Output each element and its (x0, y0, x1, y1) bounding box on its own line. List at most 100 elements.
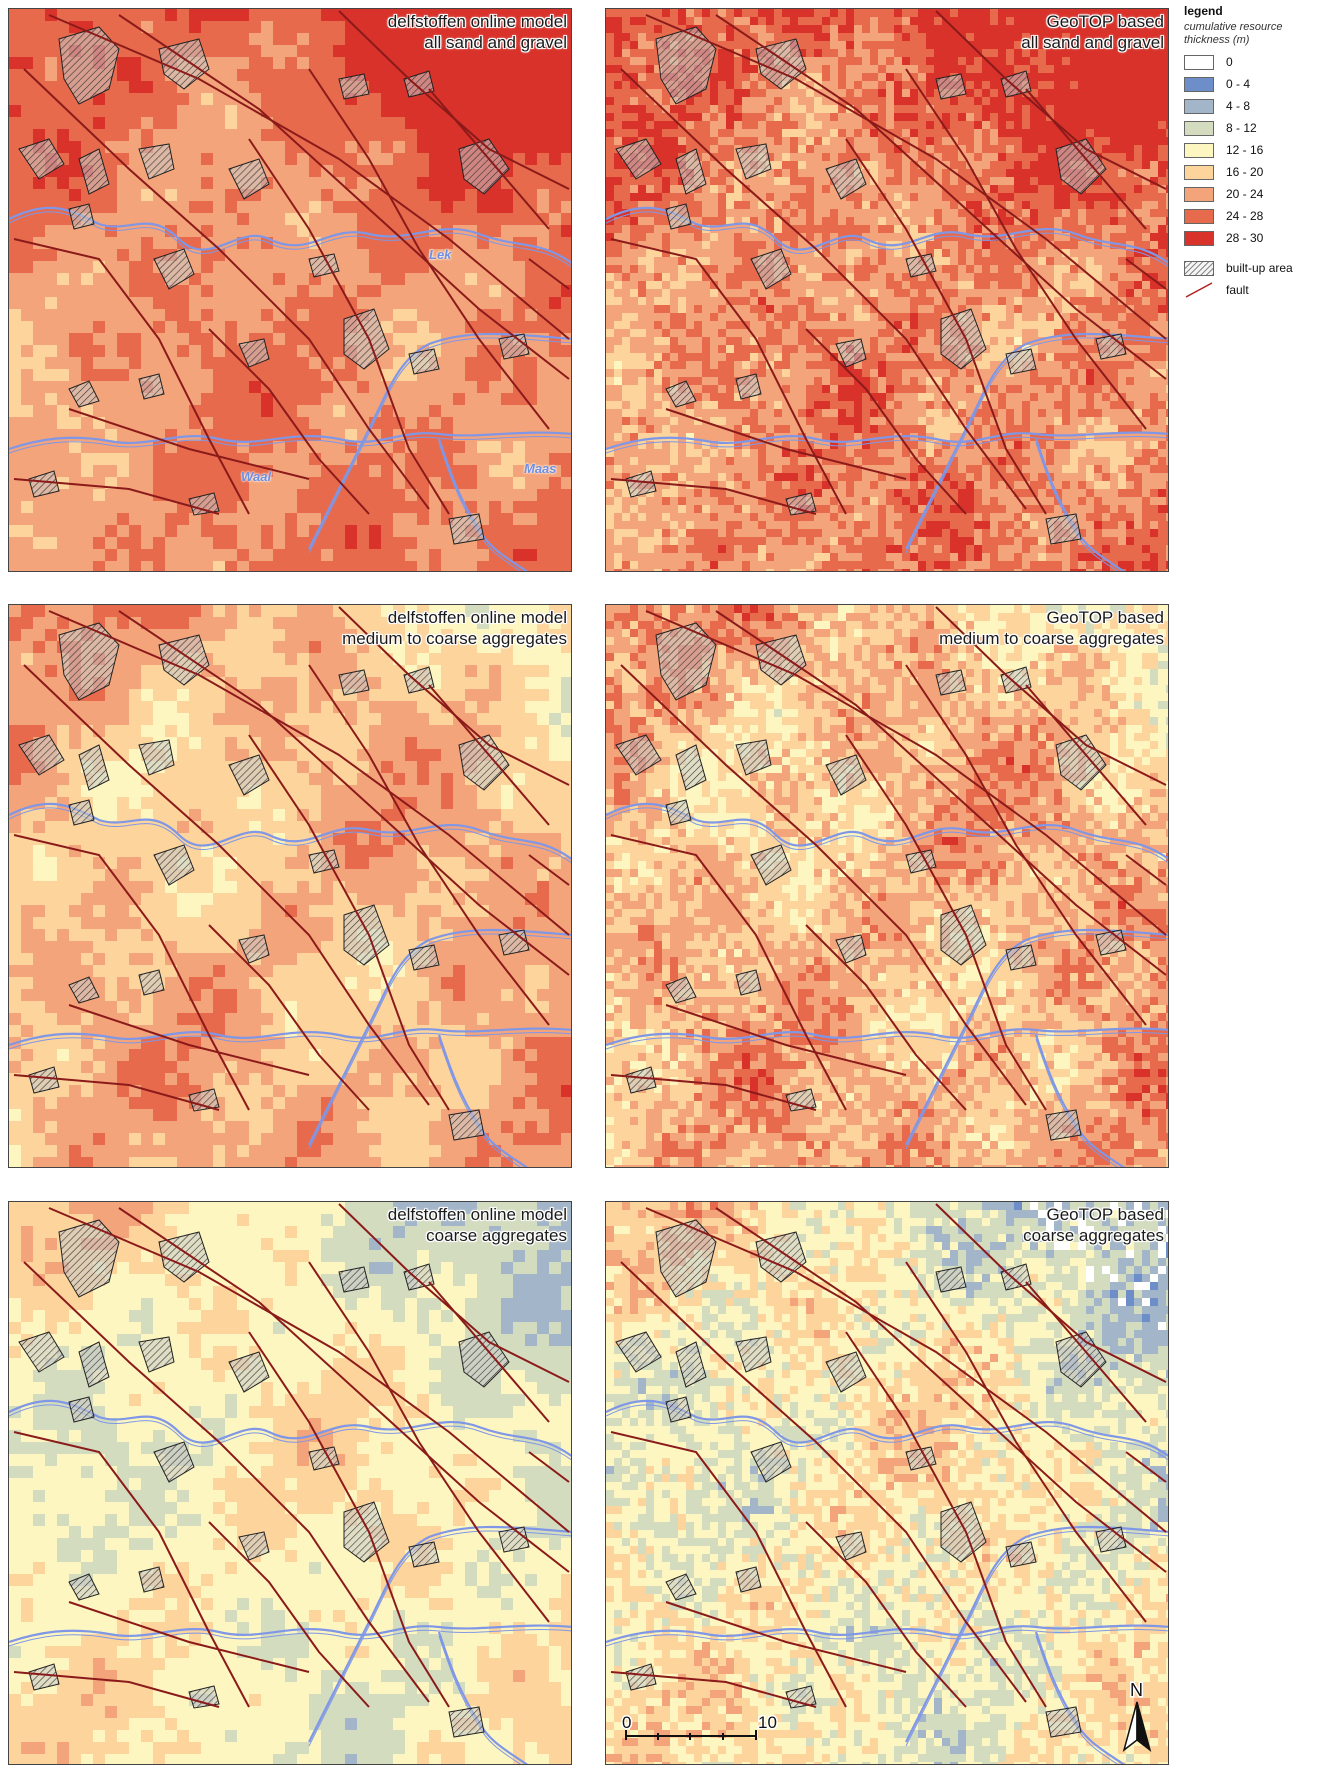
built-up-area (228, 158, 270, 200)
built-up-area (153, 844, 195, 886)
fault-line (905, 1261, 1147, 1623)
built-up-area (1095, 929, 1127, 956)
built-up-area (138, 143, 175, 180)
built-up-area (750, 844, 792, 886)
built-up-area (1045, 1706, 1082, 1738)
fault-line (528, 258, 570, 290)
legend-class-label: 8 - 12 (1226, 121, 1257, 135)
built-up-area (403, 70, 435, 98)
built-up-area (68, 1573, 100, 1601)
legend-fault-label: fault (1226, 283, 1249, 297)
built-up-area (58, 26, 120, 105)
river-bank-line (9, 1032, 571, 1050)
built-up-area (153, 248, 195, 290)
legend-class-label: 0 (1226, 55, 1233, 69)
panel-title-line2: coarse aggregates (388, 1225, 567, 1246)
built-up-area (448, 1706, 485, 1738)
built-up-area (228, 1351, 270, 1393)
legend-class-row: 0 (1184, 51, 1316, 73)
fault-line (610, 1074, 817, 1111)
built-up-area (935, 669, 967, 696)
legend-class-row: 8 - 12 (1184, 117, 1316, 139)
river-line (9, 1027, 571, 1047)
built-up-area (228, 754, 270, 796)
built-up-area (655, 622, 717, 701)
built-up-area (825, 1351, 867, 1393)
built-up-area (665, 799, 692, 826)
panel-title: delfstoffen online model coarse aggregate… (388, 1204, 567, 1246)
built-up-area (665, 1396, 692, 1423)
river-bank-line (606, 211, 1168, 268)
fault-line (1125, 1451, 1167, 1483)
thickness-raster (606, 605, 1168, 1167)
built-up-area (1095, 1526, 1127, 1553)
fault-line (610, 238, 847, 515)
built-up-area (735, 143, 772, 180)
panel-title: GeoTOP based all sand and gravel (1021, 11, 1164, 53)
fault-line (48, 14, 570, 340)
built-up-area (835, 338, 867, 368)
legend-class-row: 24 - 28 (1184, 205, 1316, 227)
legend-builtup: built-up area (1184, 257, 1316, 279)
river-bank-line (606, 1404, 1168, 1461)
legend-class-label: 12 - 16 (1226, 143, 1263, 157)
built-up-area (153, 1441, 195, 1483)
built-up-area (735, 1336, 772, 1373)
built-up-area (825, 754, 867, 796)
legend-swatch (1184, 142, 1214, 158)
fault-line (338, 10, 570, 190)
fault-line (13, 834, 250, 1111)
built-up-area (615, 1331, 662, 1373)
fault-line (610, 834, 847, 1111)
fault-line (48, 610, 570, 936)
river-line (9, 1624, 571, 1644)
river-line (905, 928, 1168, 1146)
panel-title-line2: coarse aggregates (1023, 1225, 1164, 1246)
river-label-lek: Lek (429, 247, 451, 262)
built-up-area (1000, 666, 1032, 694)
built-up-area (78, 1341, 110, 1388)
built-up-area (188, 492, 220, 516)
built-up-area (78, 744, 110, 791)
built-up-area (785, 1685, 817, 1709)
built-up-area (1005, 944, 1037, 971)
built-up-area (615, 734, 662, 776)
fault-line (715, 1207, 1167, 1573)
legend-class-row: 12 - 16 (1184, 139, 1316, 161)
fault-line (428, 88, 550, 230)
panel-title: GeoTOP based coarse aggregates (1023, 1204, 1164, 1246)
panel-title-line1: GeoTOP based (1023, 1204, 1164, 1225)
fault-line (428, 684, 550, 826)
legend-class-label: 16 - 20 (1226, 165, 1263, 179)
fault-line (1025, 1281, 1147, 1423)
built-up-area (615, 138, 662, 180)
built-up-area (408, 1541, 440, 1568)
built-up-area (68, 380, 100, 408)
panel-title: delfstoffen online model all sand and gra… (388, 11, 567, 53)
built-up-area (1095, 333, 1127, 360)
fault-line (1125, 258, 1167, 290)
built-up-area (750, 248, 792, 290)
thickness-raster (606, 9, 1168, 571)
river-bank-line (905, 337, 1168, 554)
north-label: N (1130, 1680, 1143, 1700)
fault-line (23, 1261, 430, 1703)
built-up-area (735, 969, 762, 996)
built-up-area (675, 1341, 707, 1388)
built-up-area (78, 148, 110, 195)
fault-line (665, 1004, 907, 1076)
built-up-area (58, 622, 120, 701)
river-bank-line (308, 1530, 571, 1747)
fault-line (528, 854, 570, 886)
river-bank-line (9, 807, 571, 864)
built-up-area (625, 470, 657, 498)
built-up-area (1000, 1263, 1032, 1291)
fault-line (68, 1601, 310, 1673)
river-line (308, 332, 571, 550)
built-up-area (138, 1336, 175, 1373)
river-line (9, 206, 571, 264)
fault-line (13, 478, 220, 515)
built-up-area (1045, 1109, 1082, 1141)
built-up-area (935, 1266, 967, 1293)
river-bank-line (9, 1404, 571, 1461)
